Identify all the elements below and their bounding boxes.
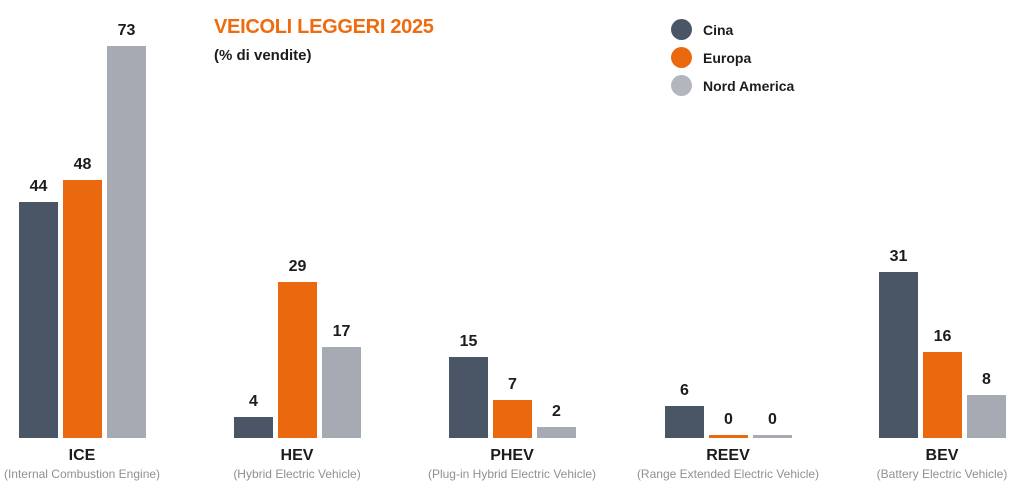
category-sublabel-phev: (Plug-in Hybrid Electric Vehicle)	[427, 467, 597, 481]
bar-phev-nord-america	[537, 427, 576, 438]
bar-hev-nord-america	[322, 347, 361, 438]
category-label-reev: REEV	[706, 447, 750, 464]
value-label-ice-nord-america: 73	[117, 22, 136, 39]
legend-swatch-europa	[671, 47, 692, 68]
category-sublabel-hev: (Hybrid Electric Vehicle)	[233, 467, 361, 481]
value-label-phev-nord-america: 2	[552, 403, 561, 420]
legend-swatch-nord-america	[671, 75, 692, 96]
category-sublabel-ice: (Internal Combustion Engine)	[3, 467, 161, 481]
category-sublabel-bev: (Battery Electric Vehicle)	[876, 467, 1008, 481]
bar-hev-cina	[234, 417, 273, 438]
category-sublabel-reev: (Range Extended Electric Vehicle)	[636, 467, 820, 481]
chart-subtitle: (% di vendite)	[214, 47, 312, 64]
legend-label: Nord America	[703, 77, 795, 94]
bar-bev-nord-america	[967, 395, 1006, 438]
value-label-bev-europa: 16	[933, 328, 952, 345]
bar-phev-europa	[493, 400, 532, 438]
legend-item-cina: Cina	[671, 19, 794, 40]
value-label-reev-europa: 0	[724, 411, 733, 428]
value-label-bev-cina: 31	[889, 248, 908, 265]
legend: Cina Europa Nord America	[671, 19, 794, 96]
legend-swatch-cina	[671, 19, 692, 40]
value-label-hev-europa: 29	[288, 258, 307, 275]
bar-hev-europa	[278, 282, 317, 438]
bar-reev-cina	[665, 406, 704, 438]
value-label-reev-nord-america: 0	[768, 411, 777, 428]
bar-reev-europa	[709, 435, 748, 438]
legend-item-europa: Europa	[671, 47, 794, 68]
value-label-phev-europa: 7	[508, 376, 517, 393]
chart-title: VEICOLI LEGGERI 2025	[214, 16, 434, 38]
category-label-hev: HEV	[280, 447, 314, 464]
bar-phev-cina	[449, 357, 488, 438]
legend-label: Cina	[703, 21, 734, 38]
value-label-ice-europa: 48	[73, 156, 92, 173]
bar-ice-cina	[19, 202, 58, 438]
value-label-ice-cina: 44	[29, 178, 48, 195]
value-label-hev-cina: 4	[249, 393, 258, 410]
category-label-bev: BEV	[925, 447, 959, 464]
bar-reev-nord-america	[753, 435, 792, 438]
bar-ice-europa	[63, 180, 102, 438]
value-label-hev-nord-america: 17	[332, 323, 351, 340]
category-label-phev: PHEV	[490, 447, 534, 464]
value-label-phev-cina: 15	[459, 333, 478, 350]
bar-bev-cina	[879, 272, 918, 438]
legend-item-nord-america: Nord America	[671, 75, 794, 96]
value-label-reev-cina: 6	[680, 382, 689, 399]
category-label-ice: ICE	[68, 447, 96, 464]
bar-ice-nord-america	[107, 46, 146, 438]
chart-header: VEICOLI LEGGERI 2025 (% di vendite)	[214, 16, 434, 64]
legend-label: Europa	[703, 49, 752, 66]
bar-bev-europa	[923, 352, 962, 438]
value-label-bev-nord-america: 8	[982, 371, 991, 388]
